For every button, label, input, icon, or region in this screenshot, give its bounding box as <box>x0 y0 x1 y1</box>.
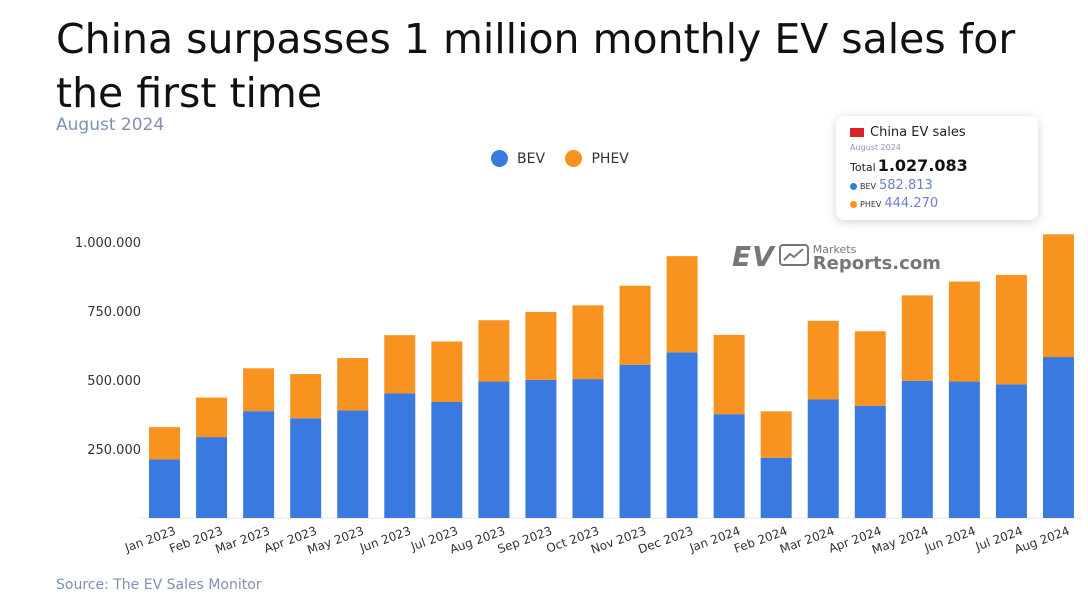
x-tick-label: Jun 2024 <box>922 524 978 556</box>
bar-phev <box>619 285 651 365</box>
tooltip-phev-label: PHEV <box>860 200 882 209</box>
x-tick-label: Jan 2023 <box>122 524 177 556</box>
bar-bev <box>713 414 745 518</box>
y-tick-label: 1.000.000 <box>75 236 141 251</box>
bar-phev <box>196 397 228 438</box>
phev-dot-icon <box>850 201 857 208</box>
chart-title: China surpasses 1 million monthly EV sal… <box>56 15 1016 117</box>
bar-phev <box>384 335 416 394</box>
bar-bev <box>290 418 322 518</box>
legend-label-bev: BEV <box>517 150 546 167</box>
bar-phev <box>431 341 463 402</box>
bar-bev <box>431 402 463 518</box>
bar-bev <box>525 379 557 518</box>
legend-swatch-phev <box>565 150 583 167</box>
bar-bev <box>666 352 698 518</box>
china-flag-icon <box>850 128 864 137</box>
bar-phev <box>760 411 792 458</box>
legend-label-phev: PHEV <box>591 150 629 167</box>
bar-phev <box>713 334 745 415</box>
tooltip-bev-value: 582.813 <box>879 178 933 193</box>
bar-phev <box>243 368 275 412</box>
bar-phev <box>807 320 839 400</box>
bar-bev <box>995 384 1027 518</box>
bar-phev <box>290 374 322 419</box>
x-tick-label: Sep 2023 <box>496 524 554 557</box>
bar-bev <box>384 393 416 518</box>
bar-bev <box>619 364 651 518</box>
bar-phev <box>948 281 980 382</box>
y-tick-label: 250.000 <box>87 443 141 458</box>
legend-item-phev[interactable]: PHEV <box>565 150 629 167</box>
y-tick-label: 500.000 <box>87 374 141 389</box>
bar-phev <box>995 274 1027 385</box>
source-note: Source: The EV Sales Monitor <box>56 577 262 593</box>
bar-bev <box>243 411 275 518</box>
x-tick-label: Mar 2024 <box>778 524 836 557</box>
tooltip-total-label: Total <box>850 161 876 174</box>
bar-bev <box>760 457 792 518</box>
bar-bev <box>572 379 604 518</box>
legend-item-bev[interactable]: BEV <box>491 150 545 167</box>
bar-bev <box>1042 357 1074 518</box>
tooltip-date: August 2024 <box>850 143 901 152</box>
bar-bev <box>901 380 933 518</box>
y-tick-label: 750.000 <box>87 305 141 320</box>
tooltip: China EV sales August 2024 Total 1.027.08… <box>836 116 1038 220</box>
tooltip-bev-label: BEV <box>860 182 877 191</box>
bar-bev <box>854 405 886 518</box>
bar-phev <box>901 295 933 381</box>
bar-phev <box>337 358 369 411</box>
chart-subtitle: August 2024 <box>56 115 165 135</box>
bar-phev <box>666 256 698 353</box>
bar-bev <box>478 381 510 518</box>
bev-dot-icon <box>850 183 857 190</box>
watermark-logo: EV Markets Reports.com <box>732 240 941 273</box>
legend: BEV PHEV <box>491 150 645 171</box>
bar-bev <box>337 410 369 518</box>
bar-phev <box>525 311 557 380</box>
legend-swatch-bev <box>491 150 508 167</box>
watermark-ev: EV <box>732 240 775 273</box>
chart-line-icon <box>778 243 809 270</box>
bar-bev <box>196 437 228 518</box>
bar-phev <box>149 427 181 460</box>
bar-phev <box>854 331 886 406</box>
tooltip-title: China EV sales <box>870 125 966 140</box>
bar-bev <box>807 399 839 518</box>
x-tick-label: Jun 2023 <box>357 524 413 556</box>
x-tick-label: Jan 2024 <box>687 524 742 556</box>
bar-bev <box>948 381 980 518</box>
tooltip-phev-value: 444.270 <box>884 196 939 211</box>
watermark-markets: Markets <box>812 242 857 256</box>
bar-phev <box>1042 234 1074 358</box>
bar-phev <box>572 305 604 380</box>
bar-phev <box>478 320 510 382</box>
tooltip-total-value: 1.027.083 <box>877 156 968 175</box>
bar-bev <box>149 459 181 518</box>
x-tick-label: Mar 2023 <box>213 524 271 557</box>
watermark-reports: Reports.com <box>812 252 941 274</box>
